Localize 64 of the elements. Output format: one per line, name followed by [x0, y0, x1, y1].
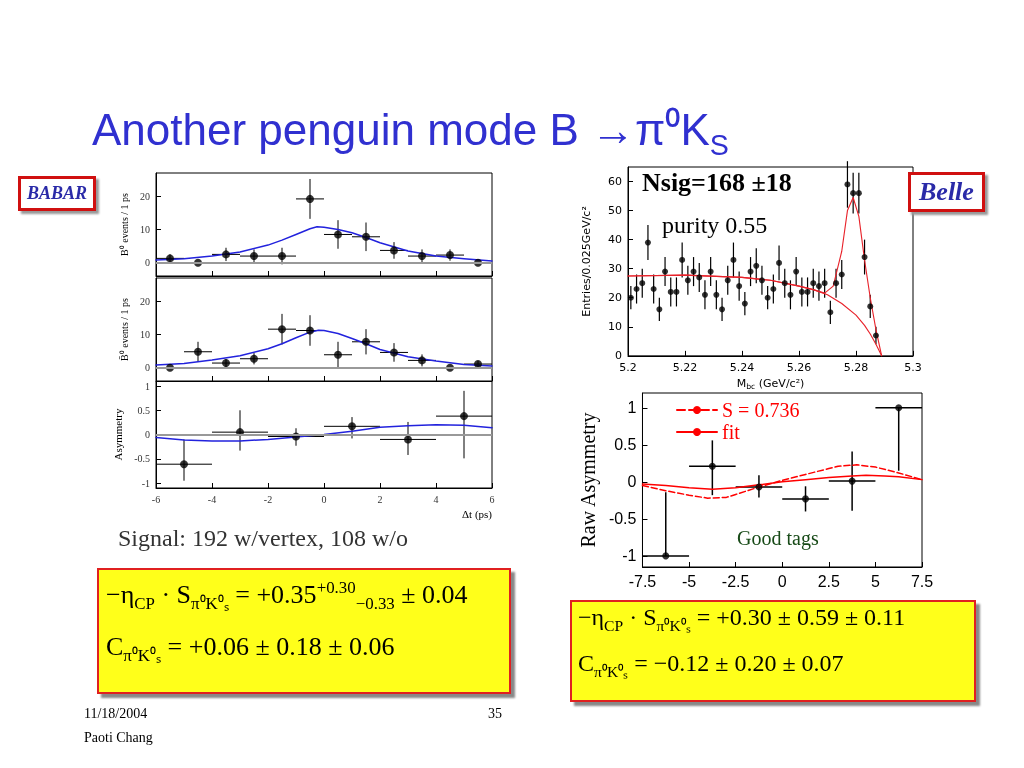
y-tick-label: -0.5	[134, 453, 150, 465]
annotation: Good tags	[737, 527, 819, 550]
y-tick-label: 50	[608, 204, 622, 218]
x-tick-label: 7.5	[910, 572, 934, 590]
x-axis-title: Δt (ps)	[462, 507, 493, 521]
x-tick-label: -2	[263, 493, 273, 505]
y-tick-label: 40	[608, 233, 622, 247]
text: BABAR	[18, 176, 97, 211]
x-tick-label: -7.5	[628, 572, 657, 590]
y-axis-title: Asymmetry	[111, 408, 124, 461]
x-tick-label: 5.24	[729, 360, 755, 374]
x-tick-label: 5.22	[672, 360, 698, 374]
text: 11/18/2004	[84, 706, 148, 722]
y-tick-label: 0	[627, 473, 637, 491]
text: −η$_{CP}$ · S$_{π⁰K⁰ₛ}$ = +0.30 ± 0.59 ± 0.11	[578, 604, 906, 636]
y-tick-label: 20	[140, 295, 150, 307]
y-tick-label: 10	[140, 223, 150, 235]
y-tick-label: 60	[608, 175, 622, 189]
y-tick-label: 0.5	[137, 404, 150, 416]
y-tick-label: -1	[622, 547, 637, 565]
x-tick-label: 6	[489, 493, 495, 505]
legend-label: fit	[722, 421, 741, 443]
y-tick-label: 0	[145, 429, 150, 441]
x-tick-label: -4	[207, 493, 217, 505]
x-tick-label: 2	[377, 493, 383, 505]
y-tick-label: 30	[608, 262, 622, 276]
y-tick-label: 1	[145, 380, 150, 392]
y-tick-label: 20	[608, 291, 622, 305]
legend-label: S = 0.736	[722, 399, 800, 421]
text: −η$_{CP}$ · S$_{π⁰K⁰ₛ}$ = +0.35$^{+0.30}$$_{−0.33}$ ± 0.04	[106, 578, 468, 614]
y-axis-title: B̄⁰ events / 1 ps	[118, 297, 130, 361]
y-tick-label: 10	[608, 320, 622, 334]
text: Belle	[908, 172, 985, 212]
annotation: Nsig=168 ±18	[642, 168, 792, 198]
y-tick-label: 0.5	[614, 436, 637, 454]
y-axis-title: B⁰ events / 1 ps	[118, 192, 130, 256]
x-tick-label: 4	[433, 493, 439, 505]
x-tick-label: 5.26	[786, 360, 812, 374]
text: C$_{π⁰K⁰ₛ}$ = −0.12 ± 0.20 ± 0.07	[578, 650, 844, 682]
x-tick-label: 0	[777, 572, 787, 590]
y-tick-label: 20	[140, 190, 150, 202]
y-tick-label: 10	[140, 328, 150, 340]
y-tick-label: -0.5	[608, 510, 637, 528]
x-tick-label: -6	[151, 493, 161, 505]
text: Signal: 192 w/vertex, 108 w/o	[118, 525, 408, 552]
x-tick-label: 5.28	[843, 360, 869, 374]
annotation: purity 0.55	[662, 212, 768, 239]
x-tick-label: -2.5	[721, 572, 750, 590]
y-tick-label: 0	[615, 349, 622, 363]
chart-title: Another penguin mode B →π⁰K$_{S}$	[92, 104, 729, 162]
y-axis-title: Entries/0.025GeV/c²	[580, 206, 593, 317]
x-tick-label: 5.3	[904, 360, 922, 374]
x-tick-label: -5	[681, 572, 697, 590]
y-tick-label: 0	[145, 257, 150, 269]
y-tick-label: 1	[627, 399, 637, 417]
text: Paoti Chang	[84, 730, 153, 746]
x-tick-label: 5	[870, 572, 880, 590]
text: 35	[488, 706, 502, 722]
text: C$_{π⁰K⁰ₛ}$ = +0.06 ± 0.18 ± 0.06	[106, 632, 395, 667]
x-tick-label: 5.2	[619, 360, 637, 374]
y-axis-title: Raw Asymmetry	[577, 412, 600, 548]
x-tick-label: 2.5	[817, 572, 841, 590]
y-tick-label: -1	[141, 477, 150, 489]
x-tick-label: 0	[321, 493, 327, 505]
